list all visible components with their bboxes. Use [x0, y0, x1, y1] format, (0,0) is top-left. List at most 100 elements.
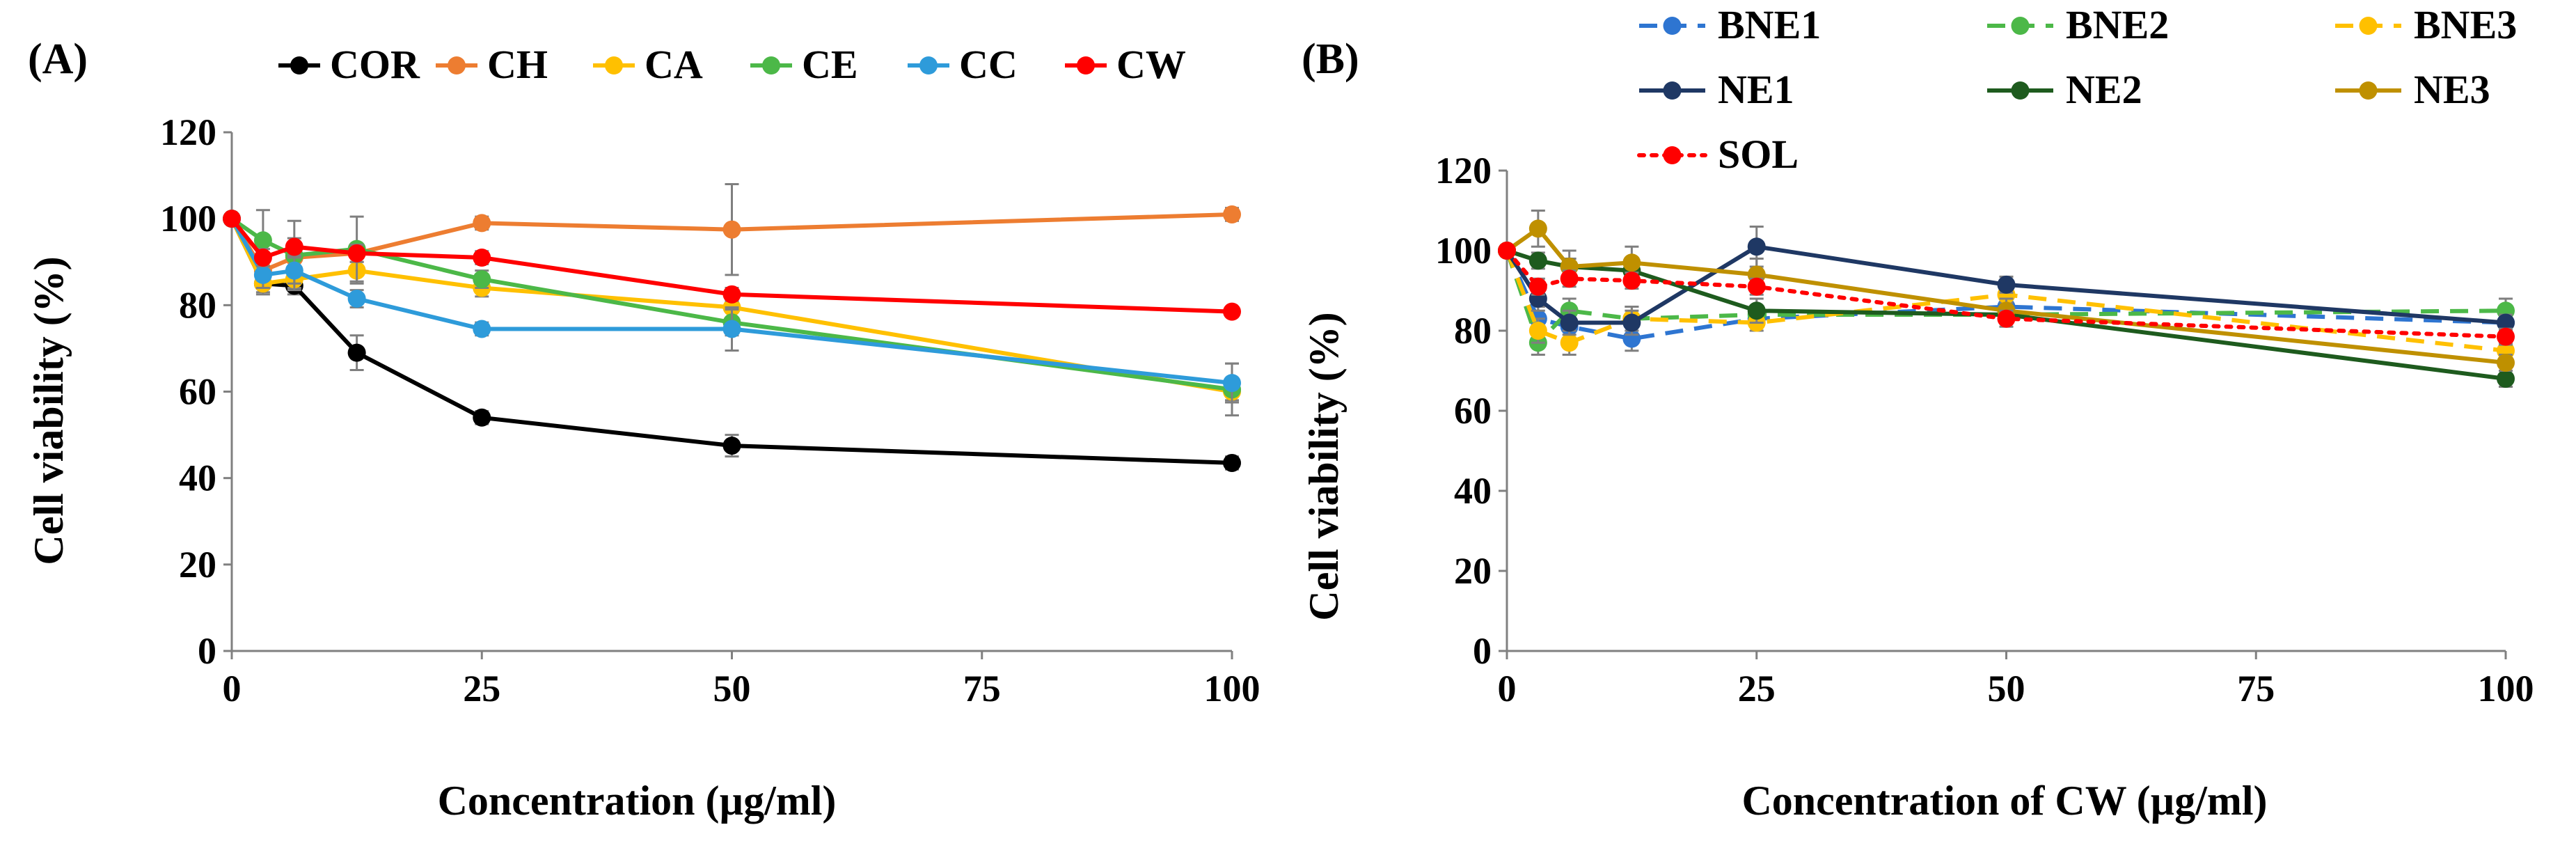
legend-label: SOL [1718, 132, 1799, 177]
x-axis-title-b: Concentration of CW (µg/ml) [1741, 778, 2267, 824]
legend-marker [2359, 81, 2378, 100]
y-axis-title-b: Cell viability (%) [1301, 312, 1347, 620]
data-point [473, 214, 491, 233]
y-tick-label-a: 40 [179, 457, 216, 499]
data-point [1223, 374, 1241, 393]
x-tick-label-b: 50 [1988, 668, 2025, 709]
legend-label: BNE2 [2066, 2, 2169, 47]
legend-item-bne1: BNE1 [1639, 2, 1821, 47]
data-point [1560, 333, 1579, 352]
legend-label: CW [1116, 42, 1186, 87]
y-axis-title-a: Cell viability (%) [26, 256, 72, 565]
data-point [1560, 313, 1579, 332]
data-point [1747, 277, 1766, 296]
data-point [1622, 253, 1641, 272]
data-point [1747, 301, 1766, 320]
data-point [1997, 309, 2016, 328]
data-point [473, 270, 491, 289]
data-point [722, 437, 741, 455]
series-ch [223, 183, 1241, 281]
data-point [1622, 313, 1641, 332]
x-tick-label-b: 100 [2478, 668, 2534, 709]
legend-label: BNE1 [1718, 2, 1821, 47]
y-tick-label-b: 40 [1454, 470, 1492, 512]
x-tick-label-a: 0 [223, 668, 242, 709]
legend-marker [448, 56, 466, 74]
x-axis-title-a: Concentration (µg/ml) [438, 778, 837, 824]
legend-item-cc: CC [908, 42, 1018, 87]
series-cw [223, 210, 1241, 321]
data-point [1997, 275, 2016, 294]
y-tick-label-a: 20 [179, 544, 216, 586]
data-point [1223, 302, 1241, 321]
legend-marker [1663, 81, 1682, 100]
legend-item-cor: COR [278, 42, 420, 87]
legend-marker [605, 56, 623, 74]
legend-marker [919, 56, 938, 74]
data-point [722, 320, 741, 338]
legend-item-cw: CW [1065, 42, 1186, 87]
x-tick-label-b: 0 [1498, 668, 1517, 709]
data-point [1528, 251, 1547, 270]
y-tick-label-a: 60 [179, 371, 216, 413]
legend-marker [2011, 81, 2030, 100]
data-point [253, 231, 272, 250]
legend-item-ne2: NE2 [1987, 67, 2142, 112]
data-point [473, 249, 491, 267]
x-tick-label-a: 100 [1204, 668, 1261, 709]
panel-a: (A) Cell viability (%) Concentration (µg… [26, 36, 1261, 824]
legend-label: CA [645, 42, 703, 87]
data-point [1560, 269, 1579, 288]
data-point [347, 244, 366, 262]
legend-label: NE3 [2414, 67, 2490, 112]
data-point [722, 285, 741, 304]
legend-marker [1077, 56, 1095, 74]
data-point [285, 261, 303, 280]
data-point [253, 265, 272, 284]
y-tick-label-a: 80 [179, 284, 216, 326]
legend-marker [762, 56, 780, 74]
y-tick-label-b: 80 [1454, 310, 1492, 352]
data-point [2497, 313, 2515, 332]
legend-label: CH [487, 42, 548, 87]
legend-marker [2359, 17, 2378, 35]
legend-marker [1663, 17, 1682, 35]
legend-label: CC [959, 42, 1018, 87]
legend-label: COR [330, 42, 420, 87]
y-tick-label-b: 20 [1454, 550, 1492, 592]
data-point [347, 290, 366, 308]
legend-item-bne2: BNE2 [1987, 2, 2169, 47]
x-tick-label-b: 25 [1738, 668, 1776, 709]
y-tick-label-a: 120 [160, 111, 216, 153]
legend-item-ch: CH [436, 42, 548, 87]
data-point [1528, 322, 1547, 340]
legend-marker [1663, 146, 1682, 164]
y-tick-label-a: 0 [198, 630, 216, 672]
series-sol [1498, 242, 2515, 346]
legend-label: BNE3 [2414, 2, 2517, 47]
legend-label: CE [802, 42, 858, 87]
legend-marker [2011, 17, 2030, 35]
data-point [473, 320, 491, 338]
y-tick-label-a: 100 [160, 198, 216, 240]
data-point [2497, 327, 2515, 346]
data-point [347, 343, 366, 362]
x-tick-label-a: 50 [713, 668, 751, 709]
legend-item-sol: SOL [1637, 132, 1799, 177]
data-point [285, 237, 303, 256]
legend-label: NE2 [2066, 67, 2142, 112]
y-tick-label-b: 60 [1454, 390, 1492, 432]
data-point [1528, 277, 1547, 296]
data-point [2497, 354, 2515, 372]
legend-marker [290, 56, 308, 74]
x-tick-label-a: 25 [463, 668, 500, 709]
x-tick-label-b: 75 [2237, 668, 2275, 709]
data-point [1528, 219, 1547, 238]
x-tick-label-a: 75 [963, 668, 1001, 709]
legend-item-ce: CE [750, 42, 858, 87]
data-point [1498, 242, 1516, 260]
data-point [1747, 237, 1766, 256]
panel-label-a: (A) [28, 36, 88, 83]
data-point [223, 210, 241, 228]
